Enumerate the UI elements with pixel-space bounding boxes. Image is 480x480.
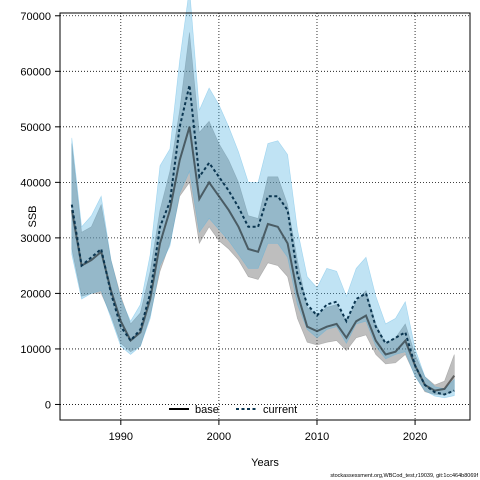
base-series-line [70, 126, 456, 392]
x-tick-label-2010: 2010 [305, 431, 329, 443]
y-tick-label-30000: 30000 [20, 233, 51, 245]
series-lines [70, 84, 456, 396]
y-tick-label-60000: 60000 [20, 66, 51, 78]
legend-current-label: current [263, 404, 297, 416]
x-tick-label-2000: 2000 [207, 431, 231, 443]
grid [60, 13, 470, 420]
x-tick-label-1990: 1990 [109, 431, 133, 443]
y-tick-label-50000: 50000 [20, 122, 51, 134]
x-axis-title: Years [251, 457, 279, 469]
y-tick-label-10000: 10000 [20, 344, 51, 356]
y-axis-title: SSB [27, 205, 39, 227]
axes: 1990 2000 2010 2020 0 10000 20000 30000 40000 500… [20, 11, 427, 443]
legend-base-label: base [195, 404, 219, 416]
legend: base current [169, 404, 297, 416]
x-tick-label-2020: 2020 [403, 431, 427, 443]
y-tick-label-0: 0 [45, 399, 51, 411]
y-tick-label-20000: 20000 [20, 288, 51, 300]
y-tick-label-70000: 70000 [20, 11, 51, 23]
y-tick-label-40000: 40000 [20, 177, 51, 189]
footer-credit: stockassessment.org,WBCod_test,r19039, g… [330, 473, 478, 479]
plot-frame [59, 12, 471, 421]
